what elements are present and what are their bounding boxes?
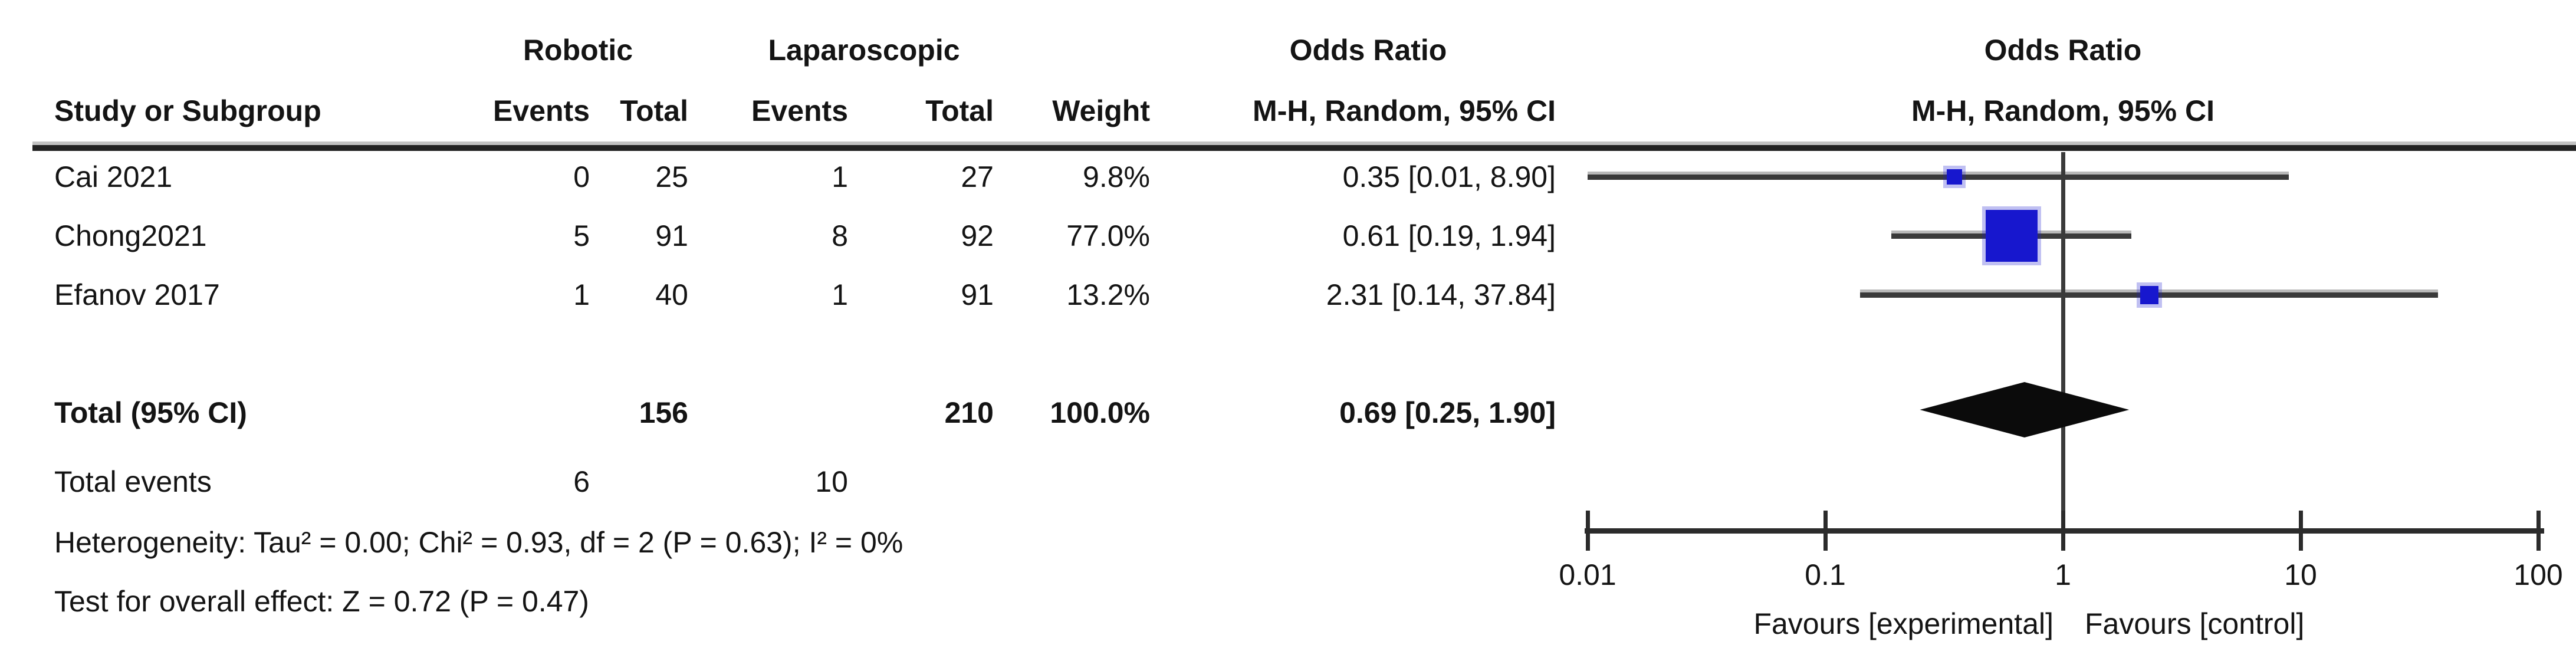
events-ctl-cell: 8 <box>832 219 848 252</box>
no-effect-line <box>2061 152 2065 533</box>
study-label: Cai 2021 <box>54 160 173 193</box>
ci-line <box>1588 175 2289 180</box>
total-events-ctl: 10 <box>815 465 848 498</box>
heterogeneity-text: Heterogeneity: Tau² = 0.00; Chi² = 0.93,… <box>54 526 903 559</box>
effect-square <box>1947 169 1963 185</box>
weight-cell: 13.2% <box>1066 278 1150 311</box>
total-exp-cell: 25 <box>655 160 688 193</box>
or-ci-cell: 0.35 [0.01, 8.90] <box>1342 160 1556 193</box>
events-exp-cell: 5 <box>573 219 590 252</box>
header-rule-dark <box>32 145 2576 151</box>
total-exp-cell: 91 <box>655 219 688 252</box>
events-exp-cell: 1 <box>573 278 590 311</box>
col-weight: Weight <box>1052 94 1150 127</box>
or-ci-cell: 2.31 [0.14, 37.84] <box>1326 278 1556 311</box>
effect-square <box>1986 210 2038 262</box>
favours-experimental-label: Favours [experimental] <box>1753 607 2053 640</box>
total-ctl-cell: 92 <box>961 219 994 252</box>
group-header-laparoscopic: Laparoscopic <box>768 34 960 67</box>
total-or-ci: 0.69 [0.25, 1.90] <box>1339 396 1556 429</box>
or-column-title: Odds Ratio <box>1289 34 1447 67</box>
axis-tick-label: 1 <box>2055 558 2071 591</box>
total-ctl-cell: 91 <box>961 278 994 311</box>
axis-tick-label: 0.01 <box>1559 558 1616 591</box>
effect-square <box>2140 285 2159 304</box>
axis-tick-label: 10 <box>2284 558 2317 591</box>
overall-effect-text: Test for overall effect: Z = 0.72 (P = 0… <box>54 585 589 618</box>
or-ci-cell: 0.61 [0.19, 1.94] <box>1342 219 1556 252</box>
col-total-lap: Total <box>925 94 994 127</box>
total-weight: 100.0% <box>1050 396 1150 429</box>
col-study: Study or Subgroup <box>54 94 321 127</box>
group-header-robotic: Robotic <box>523 34 633 67</box>
axis-tick-label: 100 <box>2513 558 2563 591</box>
favours-control-label: Favours [control] <box>2085 607 2305 640</box>
study-label: Chong2021 <box>54 219 207 252</box>
total-label: Total (95% CI) <box>54 396 247 429</box>
total-ctl: 210 <box>944 396 994 429</box>
total-events-label: Total events <box>54 465 212 498</box>
axis-tick-label: 0.1 <box>1805 558 1846 591</box>
events-exp-cell: 0 <box>573 160 590 193</box>
total-exp: 156 <box>639 396 688 429</box>
total-exp-cell: 40 <box>655 278 688 311</box>
total-events-exp: 6 <box>573 465 590 498</box>
pooled-diamond <box>1920 382 2130 437</box>
col-total-robotic: Total <box>620 94 688 127</box>
col-events-lap: Events <box>751 94 848 127</box>
col-mh-ci-plot: M-H, Random, 95% CI <box>1911 94 2214 127</box>
axis-tick <box>2536 511 2541 551</box>
study-label: Efanov 2017 <box>54 278 220 311</box>
events-ctl-cell: 1 <box>832 160 848 193</box>
total-ctl-cell: 27 <box>961 160 994 193</box>
col-events-robotic: Events <box>493 94 590 127</box>
weight-cell: 77.0% <box>1066 219 1150 252</box>
axis-tick <box>1823 511 1828 551</box>
or-plot-title: Odds Ratio <box>1984 34 2142 67</box>
header-rule-light <box>32 142 2576 145</box>
axis-tick <box>2061 511 2065 551</box>
axis-tick <box>1586 511 1590 551</box>
axis-tick <box>2299 511 2303 551</box>
col-mh-ci: M-H, Random, 95% CI <box>1253 94 1556 127</box>
events-ctl-cell: 1 <box>832 278 848 311</box>
weight-cell: 9.8% <box>1083 160 1150 193</box>
